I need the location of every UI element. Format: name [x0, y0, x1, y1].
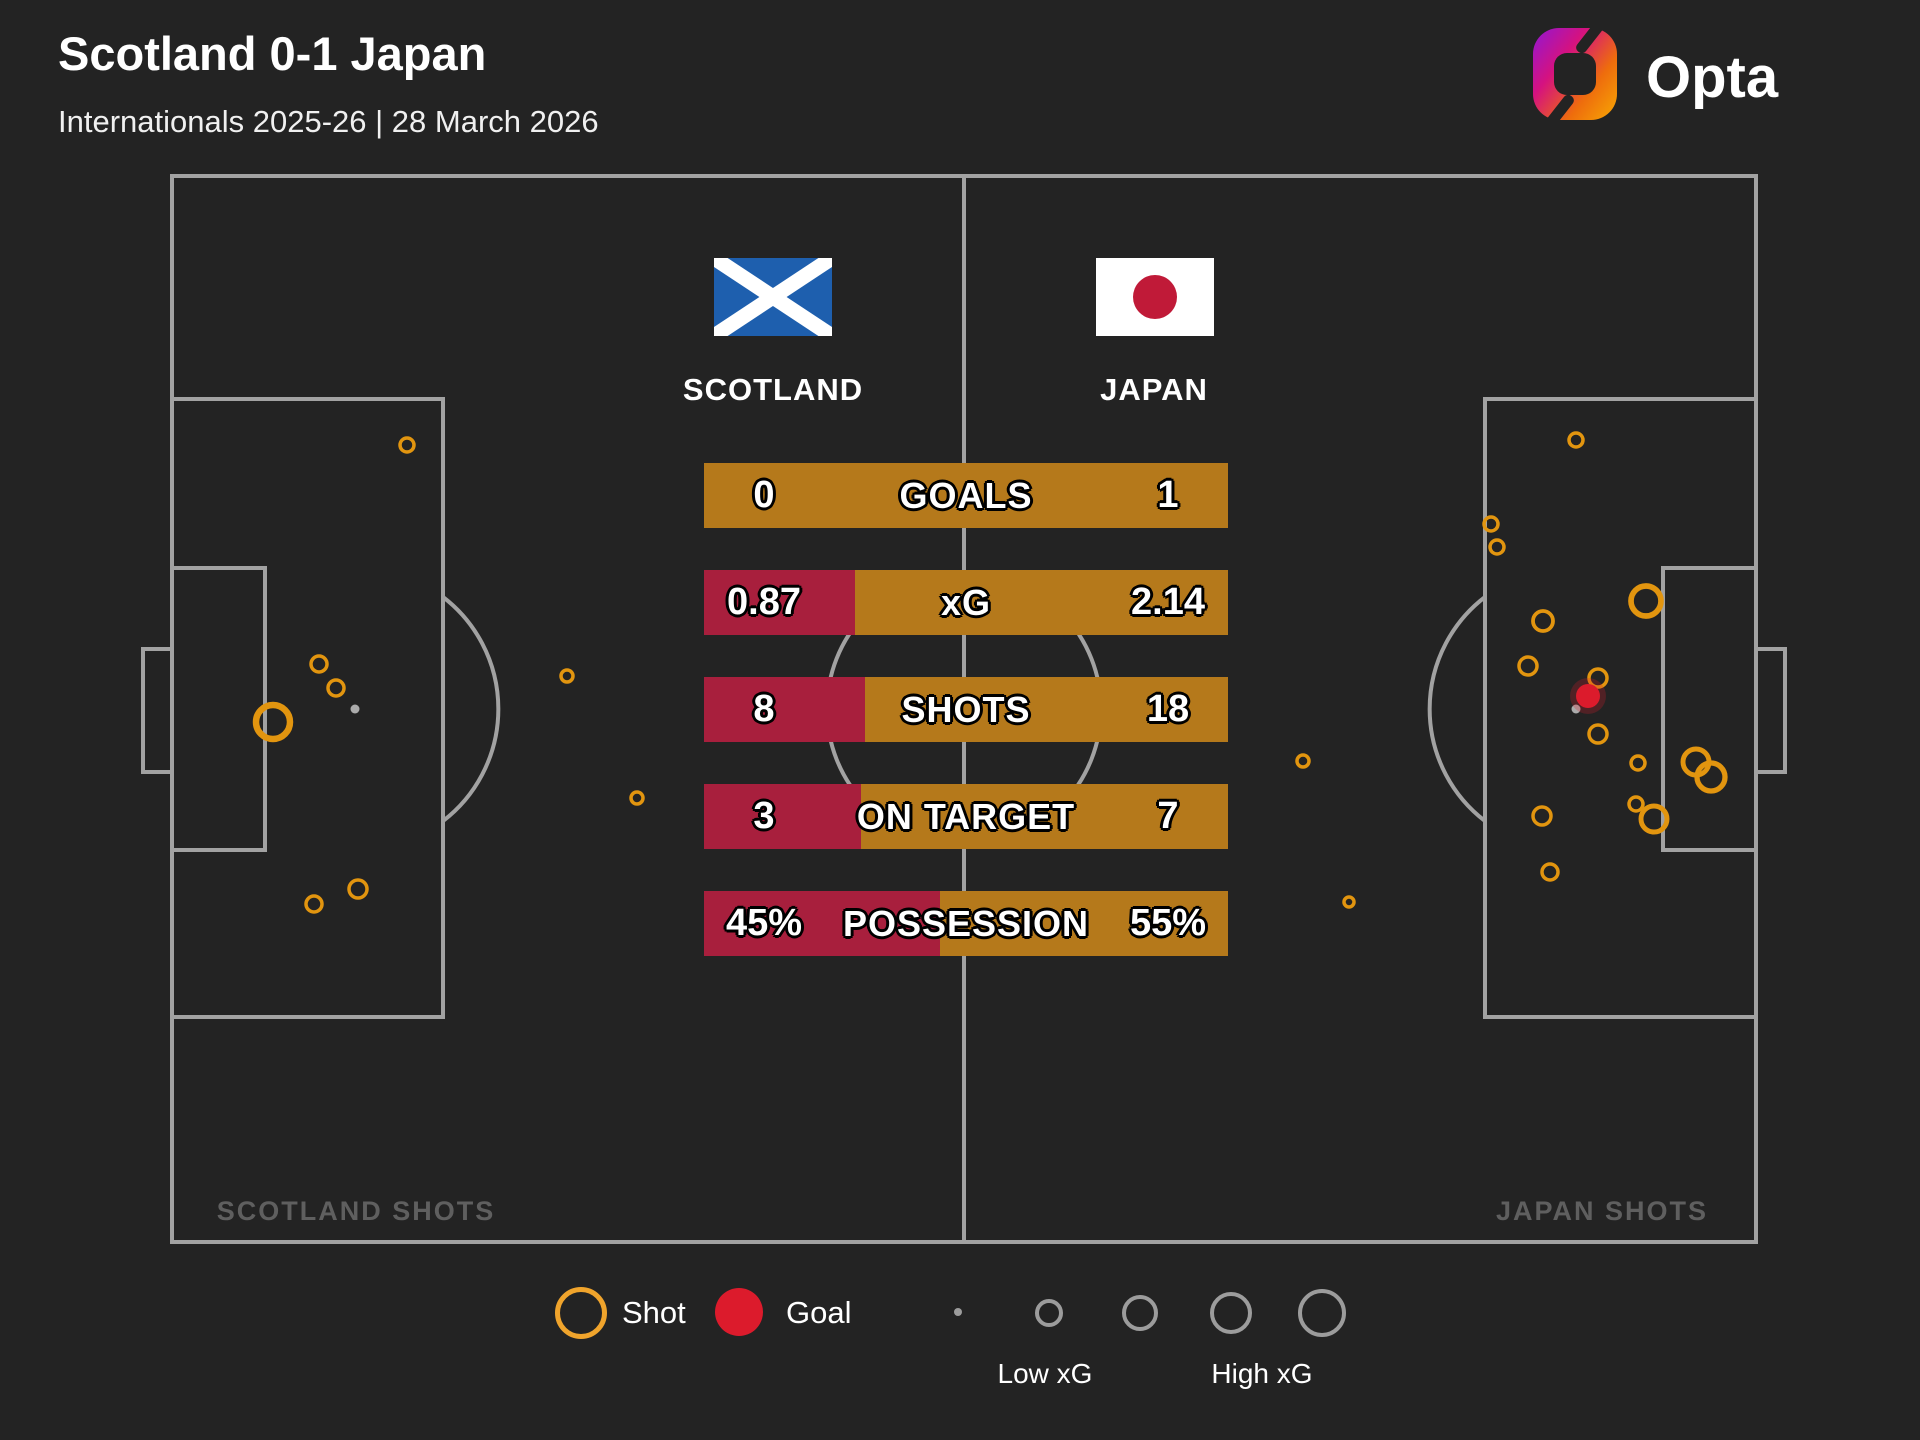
japan-shot-marker	[1587, 667, 1609, 689]
xg-scale-ring	[1035, 1299, 1063, 1327]
home-on-target-value: 3	[753, 795, 775, 837]
japan-shot-marker	[1694, 760, 1728, 794]
stat-row-goals: 0 GOALS 1	[704, 463, 1228, 528]
stat-red-fill	[704, 891, 940, 956]
home-goals-value: 0	[753, 474, 775, 516]
scotland-shot-marker	[559, 668, 575, 684]
xg-scale-ring	[1298, 1289, 1346, 1337]
scotland-shot-marker	[309, 654, 329, 674]
stat-red-fill	[704, 677, 866, 742]
six-yard-box-left	[170, 566, 267, 852]
stat-red-fill	[704, 784, 862, 849]
away-xg-value: 2.14	[1131, 581, 1205, 623]
japan-shot-markers	[1295, 431, 1728, 909]
goal-right	[1754, 647, 1787, 774]
xg-scale-ring	[1122, 1295, 1158, 1331]
japan-shot-marker	[1587, 723, 1609, 745]
stat-row-possession: 45% POSSESSION 55%	[704, 891, 1228, 956]
opta-wordmark: Opta	[1646, 45, 1779, 110]
legend-shot-ring-icon	[555, 1287, 607, 1339]
legend-high-xg-label: High xG	[1211, 1358, 1313, 1389]
japan-shot-marker	[1482, 515, 1500, 533]
xg-scale-ring	[1210, 1292, 1252, 1334]
home-xg-value: 0.87	[727, 581, 801, 623]
japan-shot-marker	[1342, 895, 1356, 909]
stat-row-on-target: 3 ON TARGET 7	[704, 784, 1228, 849]
shots-label: SHOTS	[901, 689, 1031, 730]
xg-label: xG	[940, 582, 992, 623]
away-on-target-value: 7	[1157, 795, 1179, 837]
japan-shot-marker	[1629, 754, 1647, 772]
stat-row-shots: 8 SHOTS 18	[704, 677, 1228, 742]
six-yard-box-right	[1661, 566, 1758, 852]
away-shots-value: 18	[1146, 688, 1190, 730]
scotland-shot-marker	[326, 678, 346, 698]
scotland-shot-marker	[398, 436, 416, 454]
japan-shot-marker	[1567, 431, 1585, 449]
page-subtitle: Internationals 2025-26 | 28 March 2026	[58, 104, 599, 139]
stat-row-xg: 0.87 xG 2.14	[704, 570, 1228, 635]
scotland-shot-markers	[252, 436, 645, 914]
penalty-arc-right	[1427, 595, 1487, 823]
japan-goal-marker	[1576, 684, 1600, 708]
home-shots-value: 8	[753, 688, 775, 730]
scotland-shot-marker	[252, 701, 294, 743]
japan-shot-marker	[1488, 538, 1506, 556]
xg-scale-dot	[954, 1308, 962, 1316]
japan-flag-disc	[1133, 275, 1177, 319]
legend-shot-label: Shot	[622, 1295, 686, 1330]
legend-xg-size-scale	[954, 1289, 1346, 1337]
away-team-name: JAPAN	[1100, 372, 1208, 407]
on-target-label: ON TARGET	[856, 796, 1076, 837]
home-team-name: SCOTLAND	[682, 372, 864, 407]
scotland-shot-marker	[629, 790, 645, 806]
opta-logo-icon	[1533, 28, 1617, 120]
japan-shot-marker	[1295, 753, 1311, 769]
japan-shot-marker	[1628, 583, 1664, 619]
japan-shot-marker	[1540, 862, 1560, 882]
penalty-spot-right	[1571, 704, 1581, 714]
scotland-flag	[714, 258, 832, 336]
away-goals-value: 1	[1157, 474, 1179, 516]
penalty-area-right	[1483, 397, 1758, 1019]
possession-label: POSSESSION	[842, 903, 1090, 944]
pitch-lines	[141, 174, 1787, 1244]
legend-markers	[555, 1287, 1346, 1339]
japan-shot-marker	[1627, 795, 1645, 813]
japan-shot-marker	[1638, 803, 1670, 835]
penalty-spot-left	[350, 704, 360, 714]
goal-left	[141, 647, 174, 774]
japan-shots-area-label: JAPAN SHOTS	[1495, 1196, 1709, 1226]
scotland-shots-area-label: SCOTLAND SHOTS	[216, 1196, 496, 1226]
penalty-arc-left	[441, 595, 501, 823]
stat-red-fill	[704, 570, 856, 635]
legend-goal-label: Goal	[786, 1295, 852, 1330]
japan-shot-marker	[1531, 805, 1553, 827]
scotland-shot-marker	[347, 878, 369, 900]
japan-shot-marker	[1517, 655, 1539, 677]
away-possession-value: 55%	[1129, 902, 1207, 944]
scotland-shot-marker	[304, 894, 324, 914]
japan-flag	[1096, 258, 1214, 336]
legend-goal-circle-icon	[715, 1288, 763, 1336]
goals-label: GOALS	[899, 475, 1033, 516]
page-title: Scotland 0-1 Japan	[58, 27, 487, 80]
home-possession-value: 45%	[725, 902, 803, 944]
japan-shot-marker	[1531, 609, 1555, 633]
penalty-spots	[350, 704, 1581, 714]
penalty-area-left	[170, 397, 445, 1019]
legend-low-xg-label: Low xG	[997, 1358, 1093, 1389]
